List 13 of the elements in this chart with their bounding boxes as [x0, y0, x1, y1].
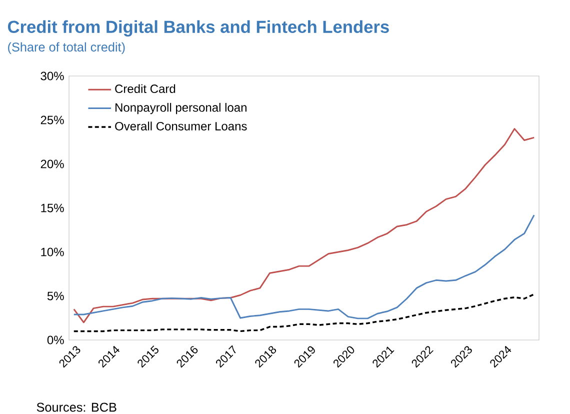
source-note: Sources: BCB: [36, 402, 116, 412]
legend-label: Nonpayroll personal loan: [116, 102, 246, 114]
legend-label: Overall Consumer Loans: [115, 122, 247, 130]
y-tick-label: 0%: [47, 336, 64, 344]
chart-title: Credit from Digital Banks and Fintech Lenders: [8, 20, 389, 36]
y-tick-label: 15%: [41, 204, 64, 212]
legend-label: Credit Card: [115, 84, 176, 94]
y-tick-label: 5%: [47, 292, 64, 300]
y-tick-label: 30%: [40, 72, 64, 80]
y-tick-label: 20%: [40, 160, 64, 168]
chart-subtitle: (Share of total credit): [8, 42, 125, 54]
y-tick-label: 10%: [41, 248, 64, 256]
y-tick-label: 25%: [40, 116, 64, 124]
